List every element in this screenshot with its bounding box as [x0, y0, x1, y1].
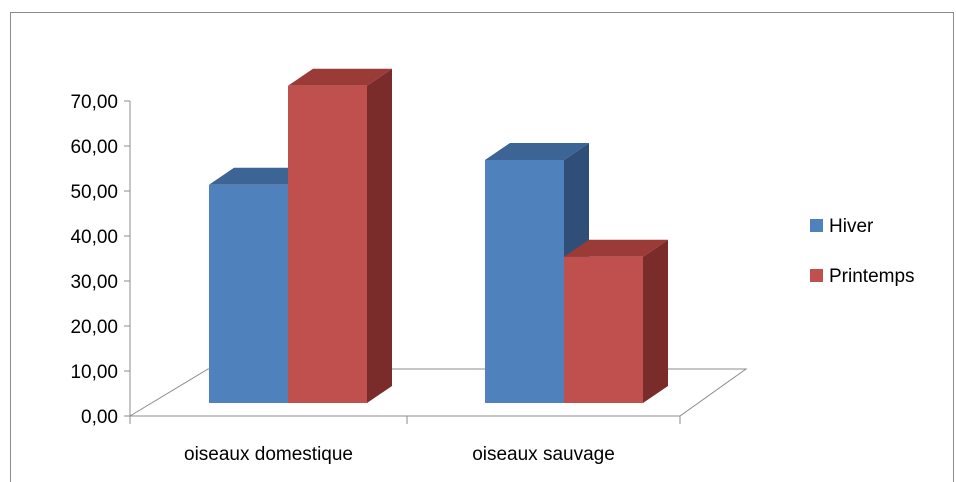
labels: 0,00 10,00 20,00 30,00 40,00 50,00 60,00 70,00 o…: [70, 92, 614, 465]
legend-swatch: [810, 269, 823, 282]
bar-printemps: [288, 85, 367, 403]
bar-top: [209, 167, 313, 185]
bars: [209, 68, 668, 403]
y-tick-label: 40,00: [70, 227, 118, 248]
bar-side: [643, 239, 668, 403]
axes: [124, 100, 748, 424]
bar-top: [485, 143, 589, 160]
y-tick-label: 30,00: [70, 272, 118, 293]
bar-top: [564, 239, 668, 257]
legend-label: Hiver: [829, 216, 874, 237]
y-tick-label: 20,00: [70, 317, 118, 338]
bar-side: [367, 68, 392, 403]
legend-label: Printemps: [829, 266, 915, 287]
y-tick-label: 60,00: [70, 137, 118, 158]
x-category-label: oiseaux sauvage: [472, 444, 615, 465]
y-tick-label: 10,00: [70, 362, 118, 383]
legend: Hiver Printemps: [810, 216, 915, 287]
y-tick-label: 50,00: [70, 182, 118, 203]
legend-swatch: [810, 219, 823, 232]
bar-hiver: [209, 184, 288, 403]
x-category-label: oiseaux domestique: [184, 444, 353, 465]
bar-printemps: [564, 256, 643, 403]
y-tick-label: 0,00: [81, 407, 118, 428]
bar-top: [288, 68, 392, 86]
chart-frame: [10, 12, 954, 482]
bar-hiver: [485, 160, 564, 403]
y-tick-label: 70,00: [70, 92, 118, 113]
